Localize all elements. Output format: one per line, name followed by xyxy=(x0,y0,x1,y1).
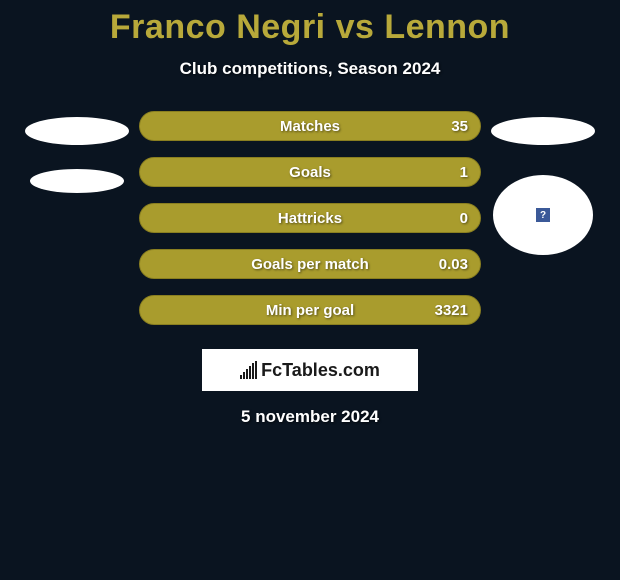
stat-value: 0 xyxy=(460,210,468,227)
stat-bar-matches: Matches 35 xyxy=(139,111,481,141)
logo-chart-icon xyxy=(240,361,257,379)
main-container: Franco Negri vs Lennon Club competitions… xyxy=(0,0,620,427)
stat-label: Matches xyxy=(280,118,340,135)
left-avatar-placeholder-2 xyxy=(30,169,124,193)
stats-bars: Matches 35 Goals 1 Hattricks 0 Goals per… xyxy=(139,111,481,325)
right-avatar-area: ? xyxy=(491,111,595,255)
stat-bar-hattricks: Hattricks 0 xyxy=(139,203,481,233)
stat-value: 3321 xyxy=(435,302,468,319)
right-avatar-placeholder-1 xyxy=(491,117,595,145)
stat-value: 1 xyxy=(460,164,468,181)
stats-area: Matches 35 Goals 1 Hattricks 0 Goals per… xyxy=(0,111,620,325)
stat-label: Hattricks xyxy=(278,210,342,227)
placeholder-icon: ? xyxy=(536,208,550,222)
right-avatar-placeholder-2: ? xyxy=(493,175,593,255)
stat-label: Goals per match xyxy=(251,256,369,273)
left-avatar-placeholder-1 xyxy=(25,117,129,145)
stat-label: Min per goal xyxy=(266,302,354,319)
date-text: 5 november 2024 xyxy=(0,407,620,427)
subtitle: Club competitions, Season 2024 xyxy=(0,59,620,79)
stat-value: 0.03 xyxy=(439,256,468,273)
left-avatar-area xyxy=(25,111,129,193)
stat-bar-goals: Goals 1 xyxy=(139,157,481,187)
stat-value: 35 xyxy=(451,118,468,135)
stat-bar-min-per-goal: Min per goal 3321 xyxy=(139,295,481,325)
stat-label: Goals xyxy=(289,164,331,181)
page-title: Franco Negri vs Lennon xyxy=(0,8,620,47)
logo-text: FcTables.com xyxy=(261,360,380,381)
stat-bar-goals-per-match: Goals per match 0.03 xyxy=(139,249,481,279)
logo-box: FcTables.com xyxy=(202,349,418,391)
